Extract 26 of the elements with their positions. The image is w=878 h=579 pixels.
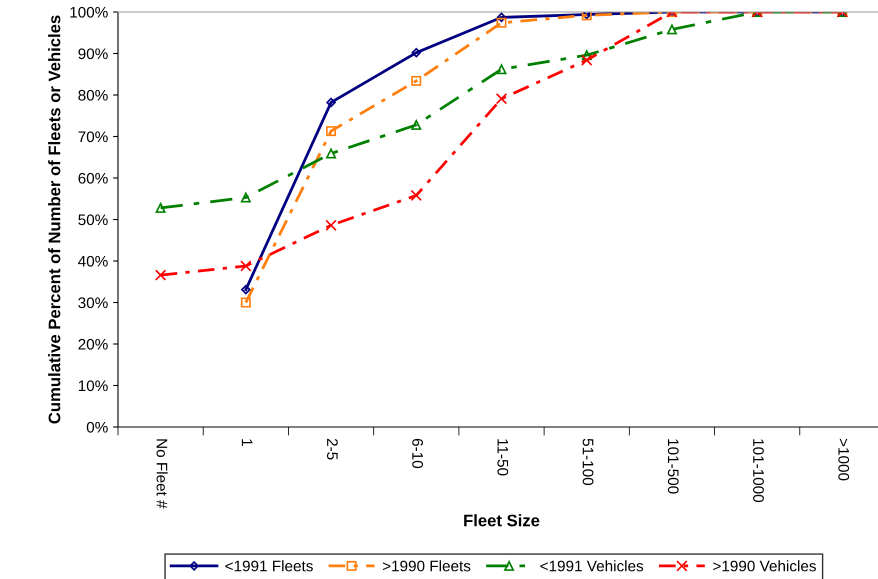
y-tick-label: 10% bbox=[78, 380, 108, 392]
y-tick-label: 20% bbox=[78, 338, 108, 350]
legend-label: <1991 Vehicles bbox=[540, 560, 644, 572]
x-axis-title: Fleet Size bbox=[464, 514, 540, 526]
x-tick-label: 2-5 bbox=[326, 438, 338, 460]
x-tick-label: 51-100 bbox=[582, 438, 594, 486]
legend-label: <1991 Fleets bbox=[225, 560, 313, 572]
x-tick-label: 11-50 bbox=[497, 439, 508, 476]
y-tick-label: 80% bbox=[78, 90, 108, 101]
x-tick-label: 6-10 bbox=[412, 438, 423, 468]
y-tick-label: 100% bbox=[70, 6, 108, 18]
x-tick-label: 1 bbox=[242, 439, 252, 446]
y-tick-label: 50% bbox=[78, 214, 108, 226]
y-tick-label: 60% bbox=[78, 172, 108, 184]
legend-label: >1990 Fleets bbox=[382, 560, 470, 572]
x-tick-label: No Fleet # bbox=[156, 439, 168, 509]
legend-label: >1990 Vehicles bbox=[713, 560, 816, 572]
y-tick-label: 30% bbox=[78, 297, 108, 308]
y-tick-label: 70% bbox=[78, 131, 108, 142]
y-axis-title: Cumulative Percent of Number of Fleets or Vehicles bbox=[48, 15, 60, 424]
x-tick-label: 101-1000 bbox=[753, 439, 764, 502]
x-tick-label: 101-500 bbox=[668, 439, 679, 494]
y-tick-label: 0% bbox=[86, 422, 108, 433]
x-tick-label: >1000 bbox=[838, 438, 850, 480]
y-tick-label: 90% bbox=[78, 48, 108, 60]
y-tick-label: 40% bbox=[78, 256, 108, 267]
